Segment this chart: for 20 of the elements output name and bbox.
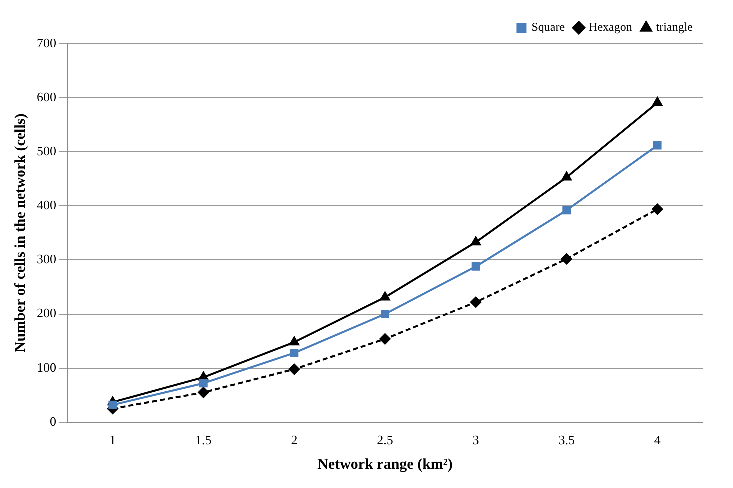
legend-label: triangle: [656, 20, 694, 34]
y-tick-label: 400: [37, 198, 56, 213]
y-tick-label: 600: [37, 89, 56, 104]
y-tick-label: 500: [37, 144, 56, 159]
x-tick-label: 3: [472, 432, 480, 448]
x-tick-label: 1.5: [196, 432, 212, 448]
y-axis-title: Number of cells in the network (cells): [12, 114, 29, 353]
y-tick-label: 300: [37, 252, 56, 267]
y-tick-label: 200: [37, 306, 56, 321]
x-axis-title: Network range (km²): [318, 456, 453, 473]
y-tick-label: 100: [37, 360, 56, 375]
y-tick-label: 700: [37, 35, 56, 50]
legend-label: Hexagon: [589, 20, 632, 34]
x-tick-label: 1: [110, 432, 116, 448]
x-tick-label: 3.5: [558, 432, 575, 448]
y-tick-label: 0: [50, 414, 56, 429]
x-tick-label: 2.5: [377, 432, 394, 448]
x-tick-label: 2: [291, 432, 298, 448]
legend-label: Square: [532, 20, 566, 34]
x-tick-label: 4: [654, 432, 662, 448]
